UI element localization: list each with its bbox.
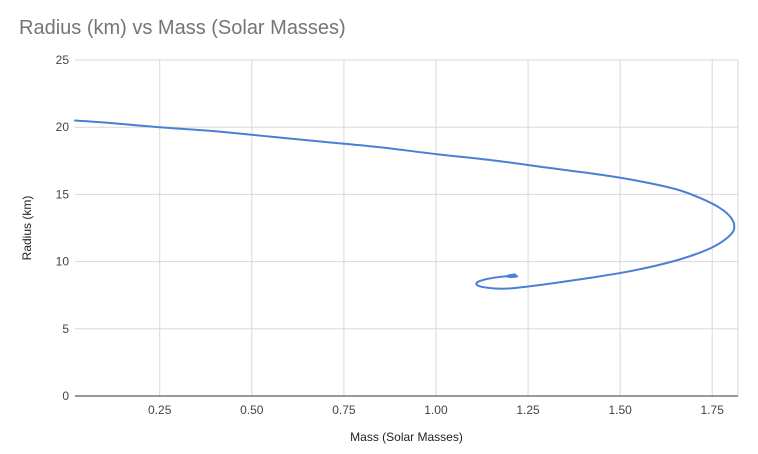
y-tick-label: 10 xyxy=(56,255,70,269)
x-tick-label: 1.75 xyxy=(701,403,725,417)
x-axis-title: Mass (Solar Masses) xyxy=(350,430,463,444)
y-tick-label: 5 xyxy=(62,322,69,336)
y-tick-label: 20 xyxy=(56,120,70,134)
y-axis-title: Radius (km) xyxy=(20,196,34,261)
x-tick-label: 0.25 xyxy=(148,403,172,417)
x-tick-label: 1.00 xyxy=(424,403,448,417)
series-line-radius-vs-mass xyxy=(74,119,736,290)
x-tick-label: 1.25 xyxy=(516,403,540,417)
x-tick-label: 0.50 xyxy=(240,403,264,417)
y-tick-label: 15 xyxy=(56,187,70,201)
y-tick-label: 0 xyxy=(62,389,69,403)
x-tick-label: 0.75 xyxy=(332,403,356,417)
chart-title: Radius (km) vs Mass (Solar Masses) xyxy=(19,17,346,39)
y-tick-label: 25 xyxy=(56,53,70,67)
x-tick-label: 1.50 xyxy=(608,403,632,417)
